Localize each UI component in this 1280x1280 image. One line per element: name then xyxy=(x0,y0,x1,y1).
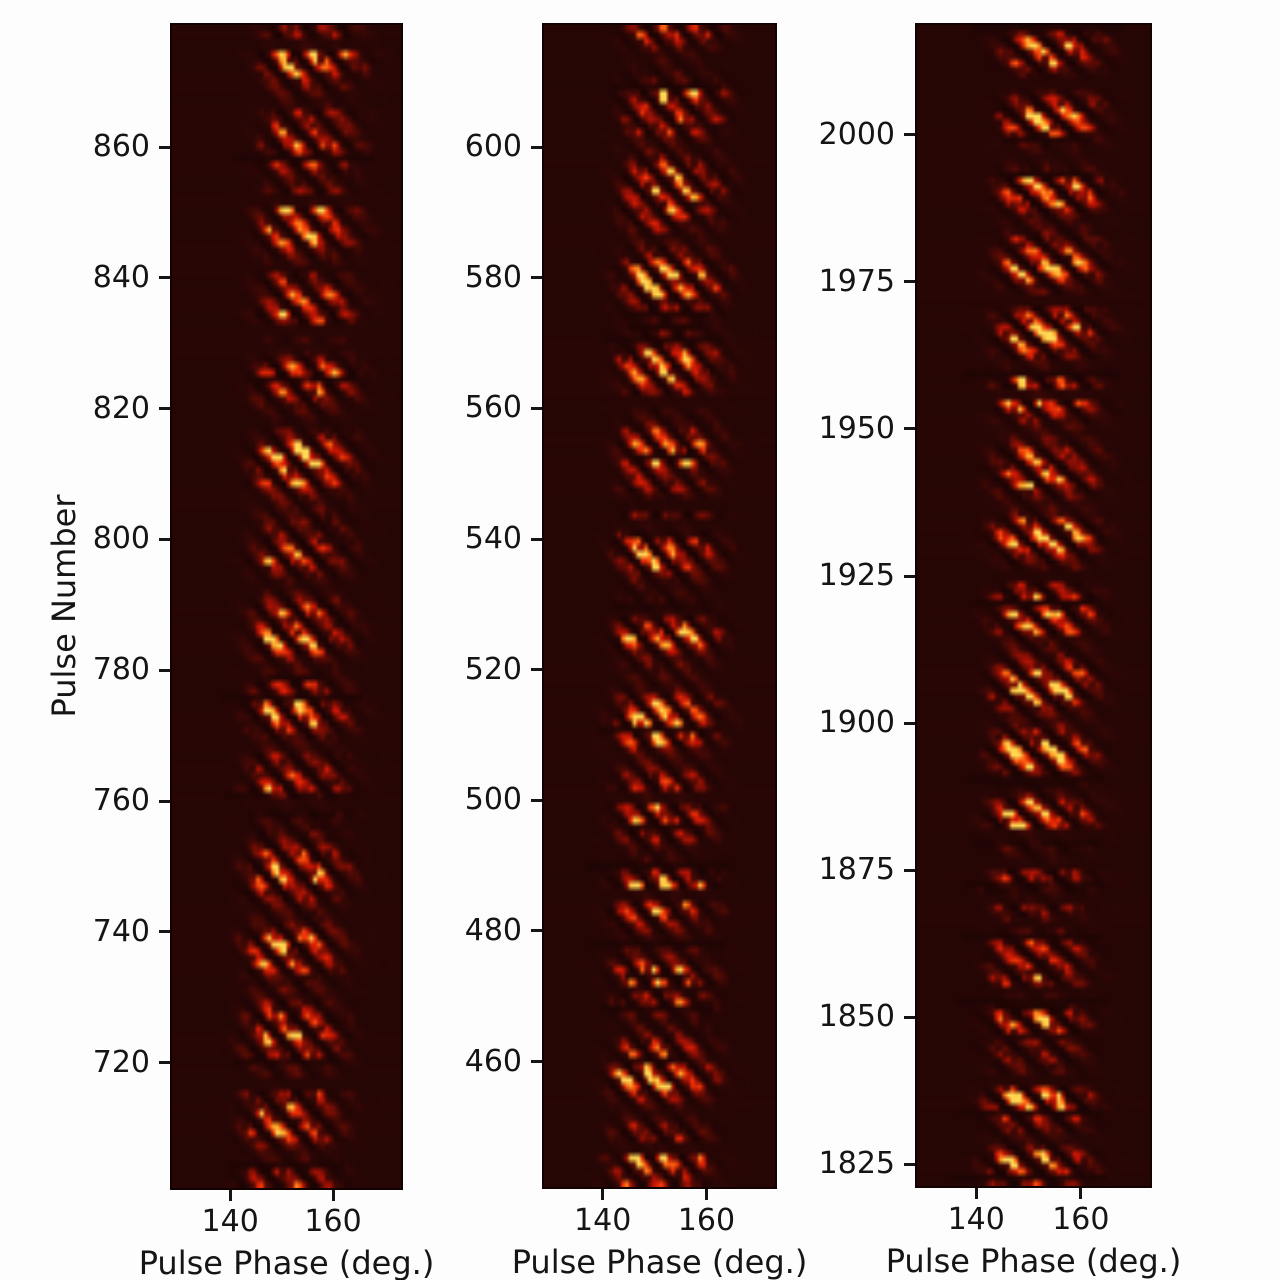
y-tick-label: 1850 xyxy=(818,999,895,1035)
y-tick-label: 460 xyxy=(464,1043,522,1079)
y-tick-label: 560 xyxy=(464,390,522,426)
y-tick-mark xyxy=(159,537,170,541)
y-tick-label: 800 xyxy=(92,521,150,557)
y-tick-mark xyxy=(159,930,170,934)
x-tick-label: 160 xyxy=(304,1204,362,1239)
y-tick-label: 2000 xyxy=(818,116,895,152)
y-tick-mark xyxy=(531,798,542,802)
pulse-stack-heatmap-middle xyxy=(542,23,777,1189)
x-tick-label: 160 xyxy=(1052,1202,1110,1237)
y-tick-label: 1975 xyxy=(818,263,895,299)
x-tick-mark xyxy=(228,1190,232,1201)
y-tick-mark xyxy=(531,145,542,149)
y-tick-mark xyxy=(159,407,170,411)
y-tick-label: 1925 xyxy=(818,558,895,594)
y-tick-label: 720 xyxy=(92,1044,150,1080)
pulse-stack-heatmap-right xyxy=(915,23,1152,1188)
x-tick-mark xyxy=(601,1189,605,1200)
y-tick-label: 840 xyxy=(92,259,150,295)
y-tick-mark xyxy=(531,537,542,541)
y-tick-mark xyxy=(904,133,915,137)
y-tick-label: 1875 xyxy=(818,852,895,888)
y-tick-mark xyxy=(904,427,915,431)
y-tick-mark xyxy=(159,276,170,280)
y-tick-mark xyxy=(904,280,915,284)
y-tick-label: 520 xyxy=(464,651,522,687)
y-tick-label: 600 xyxy=(464,129,522,165)
y-tick-label: 540 xyxy=(464,521,522,557)
x-tick-mark xyxy=(331,1190,335,1201)
x-axis-label-left: Pulse Phase (deg.) xyxy=(138,1244,435,1280)
y-tick-mark xyxy=(159,668,170,672)
pulse-stack-heatmap-left xyxy=(170,23,403,1190)
y-tick-label: 500 xyxy=(464,782,522,818)
y-tick-label: 760 xyxy=(92,783,150,818)
y-tick-label: 740 xyxy=(92,913,150,949)
y-tick-label: 780 xyxy=(92,652,150,688)
x-tick-mark xyxy=(1079,1188,1083,1199)
y-tick-mark xyxy=(531,1060,542,1064)
y-tick-label: 1825 xyxy=(818,1146,895,1182)
y-tick-mark xyxy=(904,721,915,725)
y-tick-label: 1950 xyxy=(818,410,895,446)
x-tick-label: 160 xyxy=(677,1203,736,1238)
y-tick-mark xyxy=(904,868,915,872)
x-axis-label-middle: Pulse Phase (deg.) xyxy=(511,1243,808,1280)
y-tick-mark xyxy=(531,406,542,410)
y-tick-mark xyxy=(159,145,170,149)
y-tick-mark xyxy=(904,1015,915,1019)
y-tick-mark xyxy=(531,668,542,672)
y-tick-label: 1900 xyxy=(818,705,895,741)
y-tick-mark xyxy=(904,1162,915,1166)
x-tick-label: 140 xyxy=(201,1204,259,1239)
x-tick-mark xyxy=(704,1189,708,1200)
y-tick-mark xyxy=(159,799,170,803)
x-tick-label: 140 xyxy=(574,1203,632,1238)
y-tick-mark xyxy=(904,574,915,578)
y-tick-label: 580 xyxy=(464,259,522,295)
x-tick-label: 140 xyxy=(947,1202,1005,1237)
y-tick-mark xyxy=(531,929,542,933)
y-tick-label: 480 xyxy=(464,912,522,948)
y-tick-mark xyxy=(531,276,542,280)
y-tick-mark xyxy=(159,1061,170,1064)
y-tick-label: 820 xyxy=(92,390,150,426)
x-tick-mark xyxy=(974,1188,978,1199)
y-tick-label: 860 xyxy=(92,129,150,165)
x-axis-label-right: Pulse Phase (deg.) xyxy=(885,1242,1182,1280)
